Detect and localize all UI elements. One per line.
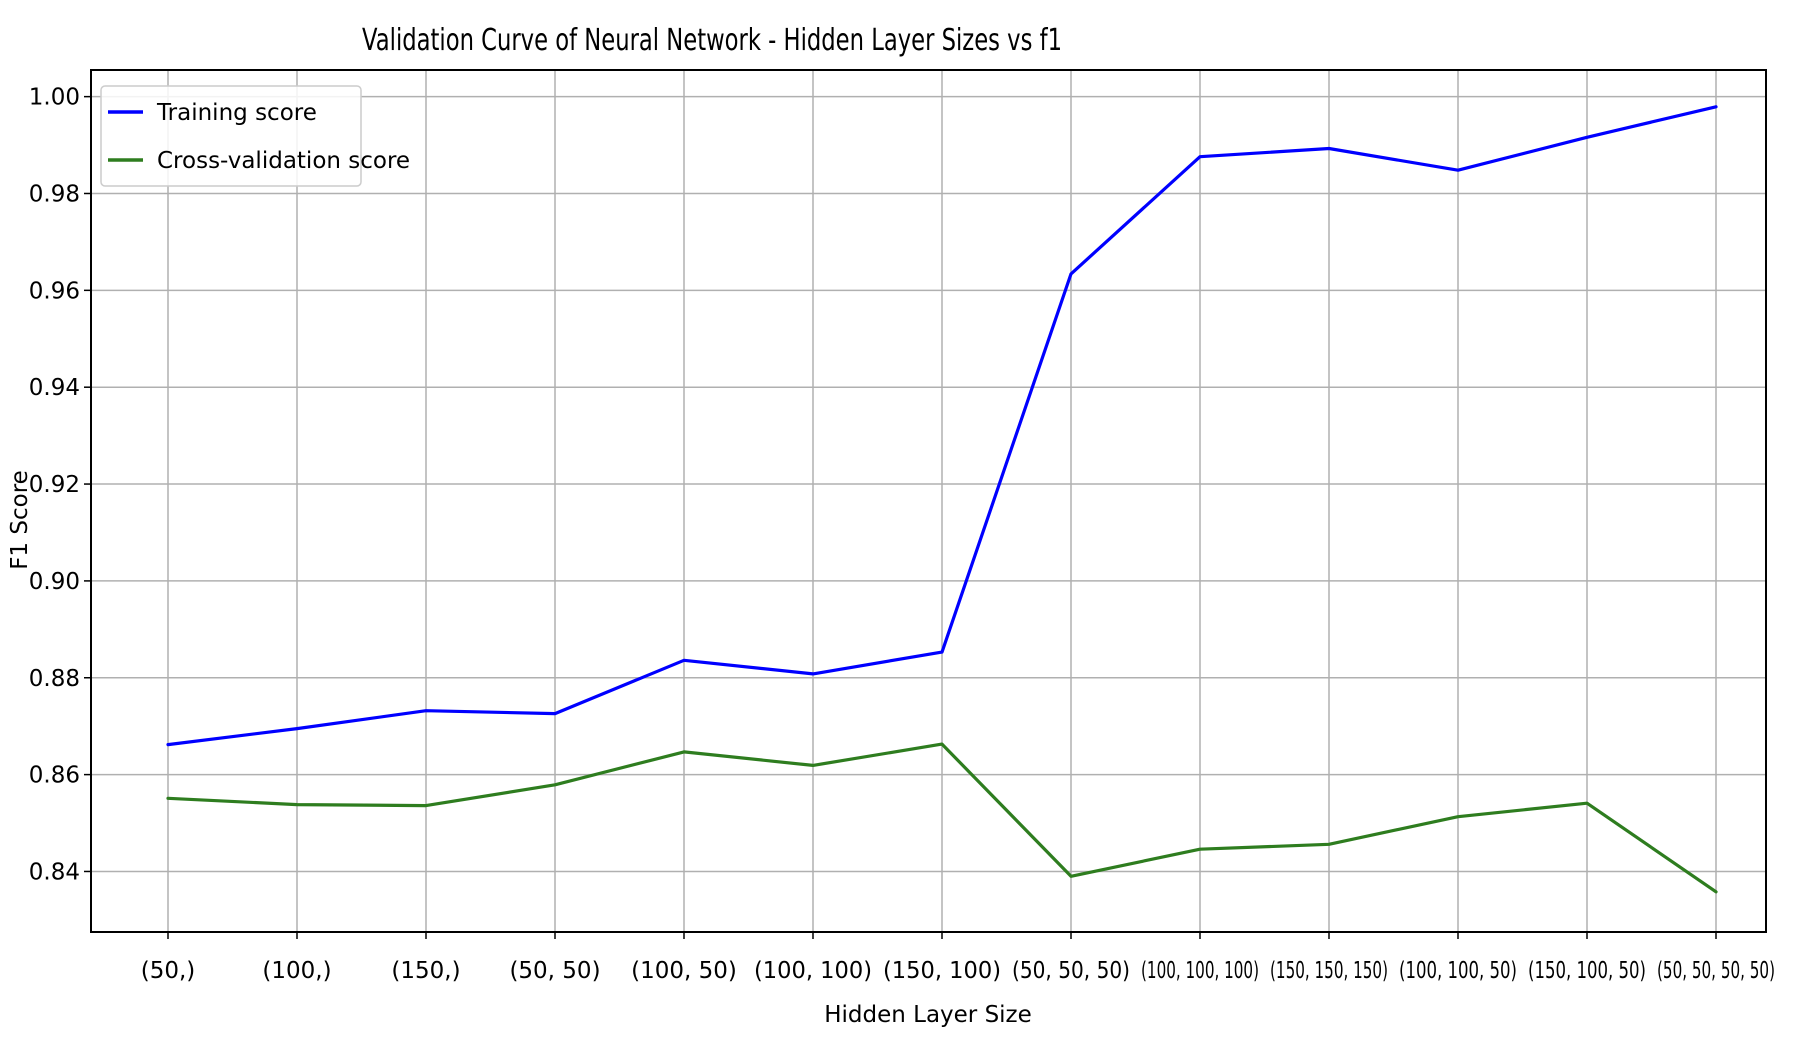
series-lines — [166, 105, 1718, 894]
x-tick-label: (150,) — [391, 958, 460, 984]
cross-validation-score-line — [166, 742, 1718, 894]
x-tick-label: (50, 50, 50) — [1012, 958, 1130, 984]
y-axis-label: F1 Score — [7, 470, 33, 570]
x-tick-label: (150, 150, 150) — [1270, 958, 1388, 984]
y-tick-label: 0.84 — [29, 859, 80, 885]
x-tick-label: (100, 50) — [631, 958, 737, 984]
legend-box — [100, 85, 362, 187]
legend-label: Cross-validation score — [157, 148, 410, 174]
x-tick-label: (100,) — [262, 958, 331, 984]
x-tick-label: (150, 100) — [883, 958, 1001, 984]
x-tick-label: (100, 100) — [754, 958, 872, 984]
y-tick-label: 0.96 — [29, 278, 80, 304]
y-tick-label: 1.00 — [29, 85, 80, 111]
plot-frame — [90, 69, 1767, 933]
x-axis-ticks: (50,) (100,) (150,) (50, 50) (100, 50) (100, … — [141, 932, 1775, 984]
legend-label: Training score — [156, 100, 317, 126]
x-tick-label: (50, 50, 50, 50) — [1657, 958, 1775, 984]
y-tick-label: 0.98 — [29, 181, 80, 207]
chart-title: Validation Curve of Neural Network - Hid… — [362, 23, 1062, 58]
training-score-line — [166, 105, 1718, 747]
x-tick-label: (50, 50) — [509, 958, 600, 984]
y-tick-label: 0.90 — [29, 569, 80, 595]
y-tick-label: 0.94 — [29, 375, 80, 401]
grid — [91, 70, 1766, 932]
x-tick-label: (100, 100, 100) — [1141, 958, 1259, 984]
legend: Training score Cross-validation score — [100, 85, 410, 187]
x-axis-label: Hidden Layer Size — [824, 1002, 1032, 1028]
x-tick-label: (50,) — [141, 958, 196, 984]
y-tick-label: 0.86 — [29, 763, 80, 789]
x-tick-label: (150, 100, 50) — [1528, 958, 1646, 984]
y-tick-label: 0.92 — [29, 472, 80, 498]
y-tick-label: 0.88 — [29, 666, 80, 692]
y-axis-ticks: 0.84 0.86 0.88 0.90 0.92 0.94 0.96 0.98 1.00 — [29, 85, 91, 885]
x-tick-label: (100, 100, 50) — [1399, 958, 1517, 984]
